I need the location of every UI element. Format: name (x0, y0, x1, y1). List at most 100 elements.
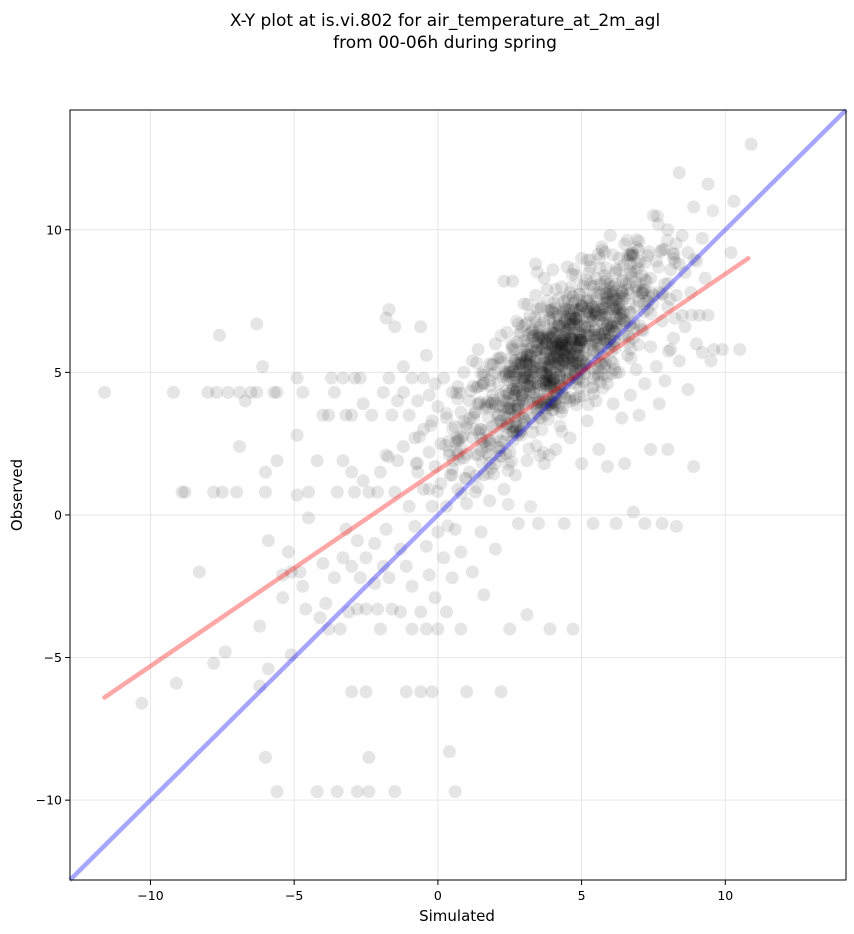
scatter-point (559, 333, 573, 347)
scatter-point (569, 311, 583, 325)
scatter-point (507, 375, 521, 389)
scatter-point (567, 370, 581, 384)
scatter-point (313, 611, 327, 625)
scatter-point (625, 246, 639, 260)
scatter-point (554, 336, 568, 350)
scatter-point (336, 454, 350, 468)
scatter-point (577, 336, 591, 350)
scatter-point (539, 368, 553, 382)
scatter-point (510, 384, 524, 398)
scatter-point (630, 240, 644, 254)
scatter-point (491, 352, 505, 366)
scatter-point (580, 294, 594, 308)
scatter-point (483, 379, 497, 393)
scatter-point (571, 349, 585, 363)
scatter-point (603, 317, 617, 331)
scatter-point (563, 331, 577, 345)
scatter-point (267, 385, 281, 399)
scatter-point (379, 311, 393, 325)
scatter-point (608, 334, 622, 348)
scatter-point (480, 400, 494, 414)
scatter-point (513, 362, 527, 376)
scatter-point (613, 312, 627, 326)
scatter-point (541, 387, 555, 401)
scatter-point (483, 434, 497, 448)
scatter-point (452, 432, 466, 446)
scatter-point (302, 511, 316, 525)
scatter-point (517, 334, 531, 348)
scatter-point (543, 370, 557, 384)
scatter-point (551, 309, 565, 323)
scatter-point (523, 355, 537, 369)
scatter-point (512, 366, 526, 380)
scatter-point (494, 449, 508, 463)
scatter-point (499, 384, 513, 398)
y-tick-label: 5 (54, 365, 62, 380)
scatter-point (345, 465, 359, 479)
scatter-point (579, 357, 593, 371)
scatter-point (620, 233, 634, 247)
scatter-point (556, 336, 570, 350)
scatter-point (538, 401, 552, 415)
scatter-point (554, 364, 568, 378)
scatter-point (353, 371, 367, 385)
scatter-point (207, 656, 221, 670)
scatter-point (484, 397, 498, 411)
scatter-point (508, 343, 522, 357)
scatter-point (599, 357, 613, 371)
scatter-point (501, 417, 515, 431)
scatter-point (552, 378, 566, 392)
scatter-point (615, 286, 629, 300)
scatter-point (559, 342, 573, 356)
x-tick-label: −5 (285, 888, 303, 903)
scatter-point (293, 565, 307, 579)
scatter-point (598, 310, 612, 324)
scatter-point (563, 391, 577, 405)
scatter-point (253, 679, 267, 693)
scatter-point (586, 345, 600, 359)
scatter-point (547, 342, 561, 356)
scatter-point (474, 432, 488, 446)
scatter-point (488, 542, 502, 556)
scatter-point (597, 302, 611, 316)
scatter-point (502, 402, 516, 416)
scatter-point (485, 420, 499, 434)
scatter-point (596, 368, 610, 382)
scatter-point (615, 411, 629, 425)
scatter-point (652, 286, 666, 300)
scatter-point (584, 298, 598, 312)
y-axis-label: Observed (8, 459, 26, 531)
scatter-point (539, 336, 553, 350)
scatter-point (546, 338, 560, 352)
scatter-point (690, 254, 704, 268)
scatter-point (502, 386, 516, 400)
scatter-point (687, 200, 701, 214)
scatter-point (587, 305, 601, 319)
scatter-point (593, 348, 607, 362)
scatter-point (592, 328, 606, 342)
scatter-point (299, 602, 313, 616)
scatter-point (506, 434, 520, 448)
scatter-point (603, 280, 617, 294)
scatter-point (345, 685, 359, 699)
scatter-point (549, 385, 563, 399)
scatter-point (503, 445, 517, 459)
scatter-point (549, 442, 563, 456)
scatter-point (505, 350, 519, 364)
scatter-point (471, 448, 485, 462)
scatter-point (605, 319, 619, 333)
scatter-point (396, 360, 410, 374)
scatter-point (580, 291, 594, 305)
scatter-point (604, 328, 618, 342)
scatter-point (586, 380, 600, 394)
scatter-point (517, 385, 531, 399)
scatter-point (538, 374, 552, 388)
scatter-point (250, 317, 264, 331)
scatter-point (543, 397, 557, 411)
scatter-point (543, 343, 557, 357)
scatter-point (581, 253, 595, 267)
scatter-point (175, 485, 189, 499)
scatter-point (233, 440, 247, 454)
scatter-point (544, 358, 558, 372)
scatter-point (583, 278, 597, 292)
